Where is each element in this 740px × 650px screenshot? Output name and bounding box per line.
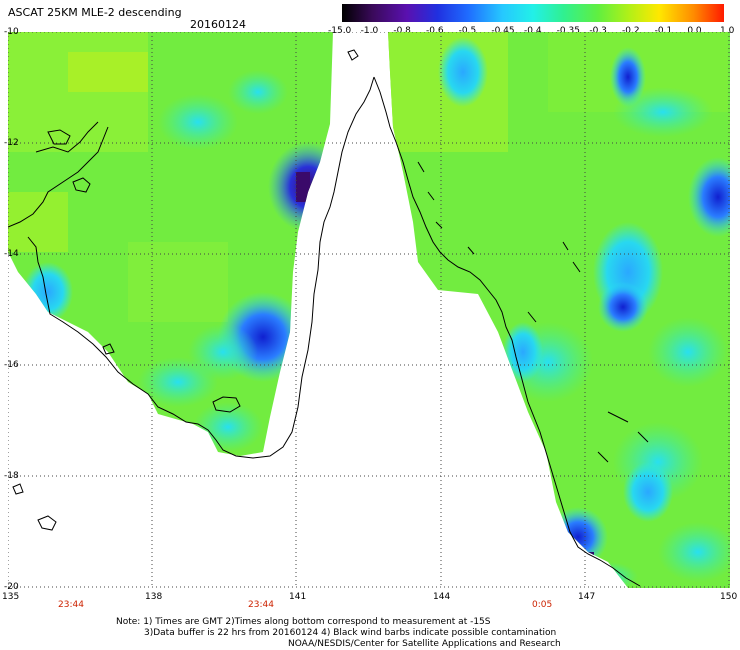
time-label: 23:44 xyxy=(58,600,84,610)
time-label: 23:44 xyxy=(248,600,274,610)
colorbar-tick-label: -0.2 xyxy=(622,26,640,36)
colorbar-tick-label: 0.0 xyxy=(687,26,702,36)
coral-sea-field xyxy=(388,32,730,588)
colorbar-tick-label: -0.35 xyxy=(556,26,580,36)
lon-label: 147 xyxy=(578,592,596,602)
colorbar-tick-label: -0.1 xyxy=(654,26,673,36)
colorbar-tick-label: -0.5 xyxy=(458,26,477,36)
colorbar-tick-label: 1.0 xyxy=(720,26,735,36)
lat-label: -20 xyxy=(4,582,19,592)
lat-label: -14 xyxy=(4,249,19,259)
lon-label: 141 xyxy=(289,592,307,602)
product-date: 20160124 xyxy=(190,18,246,31)
product-title: ASCAT 25KM MLE-2 descending xyxy=(8,6,182,19)
lon-label: 135 xyxy=(2,592,20,602)
colorbar-tick-label: -1.0 xyxy=(360,26,379,36)
colorbar-tick-label: -0.3 xyxy=(589,26,607,36)
footer-note-2: 3)Data buffer is 22 hrs from 20160124 4)… xyxy=(144,628,557,638)
lat-label: -12 xyxy=(4,138,19,148)
lat-label: -18 xyxy=(4,471,19,481)
map-panel xyxy=(8,32,730,588)
lon-label: 144 xyxy=(433,592,451,602)
lat-label: -10 xyxy=(4,27,19,37)
gulf-of-carpentaria-field xyxy=(8,32,333,456)
graticule xyxy=(8,32,730,588)
colorbar-tick-label: -0.8 xyxy=(393,26,411,36)
colorbar-tick-label: -0.45 xyxy=(491,26,515,36)
lon-label: 138 xyxy=(145,592,163,602)
footer-note-1: Note: 1) Times are GMT 2)Times along bot… xyxy=(116,617,491,627)
coastline xyxy=(8,49,649,587)
colorbar xyxy=(342,4,724,22)
colorbar-tick-label: -0.6 xyxy=(426,26,444,36)
lat-label: -16 xyxy=(4,360,19,370)
colorbar-tick-label: -15.0 xyxy=(328,26,352,36)
footer-credit: NOAA/NESDIS/Center for Satellite Applica… xyxy=(288,639,561,649)
time-label: 0:05 xyxy=(532,600,553,610)
colorbar-tick-label: -0.4 xyxy=(524,26,542,36)
lon-label: 150 xyxy=(720,592,738,602)
